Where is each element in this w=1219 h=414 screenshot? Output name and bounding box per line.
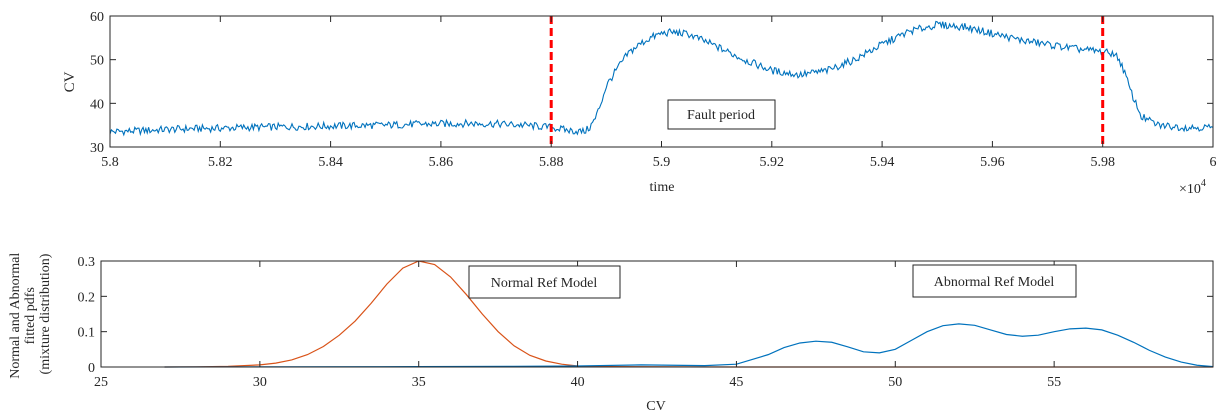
x-tick-label: 50 bbox=[888, 375, 902, 390]
y-axis-label-2-line-2: fitted pdfs bbox=[23, 287, 38, 344]
x-tick-label: 30 bbox=[253, 375, 267, 390]
x-tick-label: 6 bbox=[1210, 155, 1217, 170]
y-axis-label-2: Normal and Abnormal fitted pdfs (mixture… bbox=[8, 249, 53, 378]
x-axis-ticks: 5.8 5.82 5.84 5.86 5.88 5.9 5.92 5.94 5.96 5.98 6 bbox=[101, 16, 1217, 170]
x-tick-label: 5.84 bbox=[318, 155, 343, 170]
y-axis-ticks-2: 0 0.1 0.2 0.3 bbox=[78, 255, 1213, 376]
x-axis-label: time bbox=[650, 180, 675, 195]
plot-frame-2 bbox=[100, 260, 1214, 368]
y-axis-label-2-line-1: Normal and Abnormal bbox=[8, 253, 23, 379]
x-tick-label: 5.82 bbox=[208, 155, 233, 170]
normal-ref-annotation: Normal Ref Model bbox=[491, 276, 598, 291]
x-tick-label: 5.92 bbox=[760, 155, 785, 170]
series-layer-2 bbox=[164, 260, 1214, 368]
y-tick-label: 30 bbox=[90, 141, 104, 156]
x-tick-label: 45 bbox=[729, 375, 743, 390]
abnormal-ref-annotation-box bbox=[912, 264, 1077, 298]
x-tick-label: 5.8 bbox=[101, 155, 119, 170]
abnormal-ref-annotation: Abnormal Ref Model bbox=[934, 275, 1055, 290]
pdf-chart: 25 30 35 40 45 50 55 0 0.1 0.2 0.3 Normal Ref Mod… bbox=[8, 249, 1214, 414]
y-tick-label: 0 bbox=[88, 361, 95, 376]
y-tick-label: 40 bbox=[90, 97, 104, 112]
time-series-chart: 5.8 5.82 5.84 5.86 5.88 5.9 5.92 5.94 5.96 5.98 6 … bbox=[62, 10, 1217, 197]
x-tick-label: 5.98 bbox=[1090, 155, 1115, 170]
y-tick-label: 0.2 bbox=[78, 290, 96, 305]
x-axis-label-2: CV bbox=[646, 399, 665, 414]
x-tick-label: 5.86 bbox=[429, 155, 454, 170]
y-axis-ticks: 30 40 50 60 bbox=[90, 10, 1213, 156]
y-axis-label: CV bbox=[62, 71, 78, 92]
x-tick-label: 55 bbox=[1047, 375, 1061, 390]
x-tick-label: 40 bbox=[571, 375, 585, 390]
plot-area-background bbox=[110, 16, 1213, 147]
x-tick-label: 35 bbox=[412, 375, 426, 390]
x-exponent-power: 4 bbox=[1201, 178, 1206, 189]
fault-period-annotation: Fault period bbox=[687, 108, 755, 123]
x-tick-label: 5.96 bbox=[980, 155, 1005, 170]
x-tick-label: 5.9 bbox=[653, 155, 671, 170]
y-axis-label-2-line-3: (mixture distribution) bbox=[38, 253, 53, 374]
series-line-1-1 bbox=[164, 323, 1214, 368]
fault-period-annotation-box bbox=[667, 99, 776, 130]
x-axis-ticks-2: 25 30 35 40 45 50 55 bbox=[94, 261, 1061, 390]
x-tick-label: 5.88 bbox=[539, 155, 564, 170]
x-tick-label: 25 bbox=[94, 375, 108, 390]
normal-ref-annotation-box bbox=[468, 265, 621, 299]
y-tick-label: 60 bbox=[90, 10, 104, 25]
x-exponent-base: ×10 bbox=[1179, 182, 1201, 197]
series-line-0-0 bbox=[109, 20, 1214, 137]
y-tick-label: 0.3 bbox=[78, 255, 96, 270]
x-exponent-label: ×104 bbox=[1179, 178, 1206, 197]
x-tick-label: 5.94 bbox=[870, 155, 895, 170]
fault-markers-layer bbox=[549, 16, 1105, 147]
y-tick-label: 50 bbox=[90, 54, 104, 69]
series-layer bbox=[109, 20, 1214, 137]
y-tick-label: 0.1 bbox=[78, 326, 96, 341]
